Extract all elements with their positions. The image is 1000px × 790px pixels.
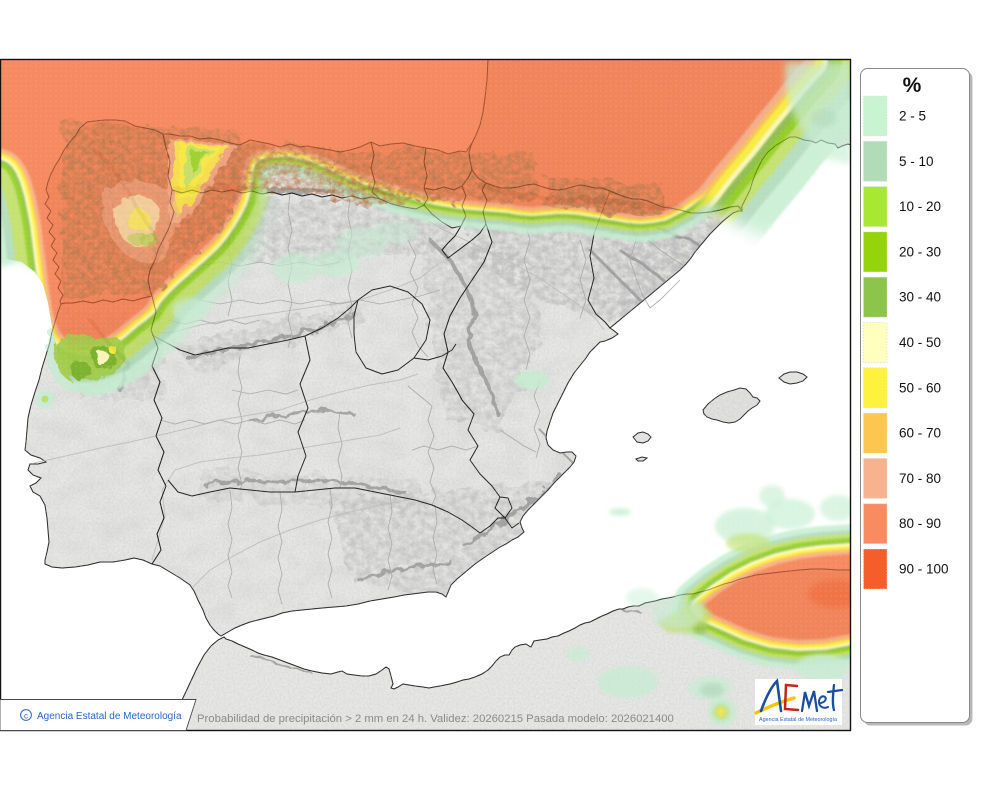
- svg-text:5 - 10: 5 - 10: [899, 154, 934, 169]
- svg-text:Agencia Estatal de Meteorologí: Agencia Estatal de Meteorología: [759, 717, 837, 723]
- svg-text:30 - 40: 30 - 40: [899, 290, 941, 305]
- svg-text:40 - 50: 40 - 50: [899, 335, 941, 350]
- svg-text:70 - 80: 70 - 80: [899, 471, 941, 486]
- svg-text:Agencia Estatal de Meteorologí: Agencia Estatal de Meteorología: [37, 711, 182, 722]
- svg-text:50 - 60: 50 - 60: [899, 380, 941, 395]
- svg-text:%: %: [903, 74, 922, 97]
- svg-text:10 - 20: 10 - 20: [899, 199, 941, 214]
- svg-text:60 - 70: 60 - 70: [899, 426, 941, 441]
- svg-text:90 - 100: 90 - 100: [899, 562, 949, 577]
- svg-text:Probabilidad de precipitación: Probabilidad de precipitación > 2 mm en …: [197, 713, 674, 725]
- svg-text:80 - 90: 80 - 90: [899, 516, 941, 531]
- svg-text:20 - 30: 20 - 30: [899, 244, 941, 259]
- svg-text:2 - 5: 2 - 5: [899, 109, 926, 124]
- svg-text:c: c: [24, 711, 28, 720]
